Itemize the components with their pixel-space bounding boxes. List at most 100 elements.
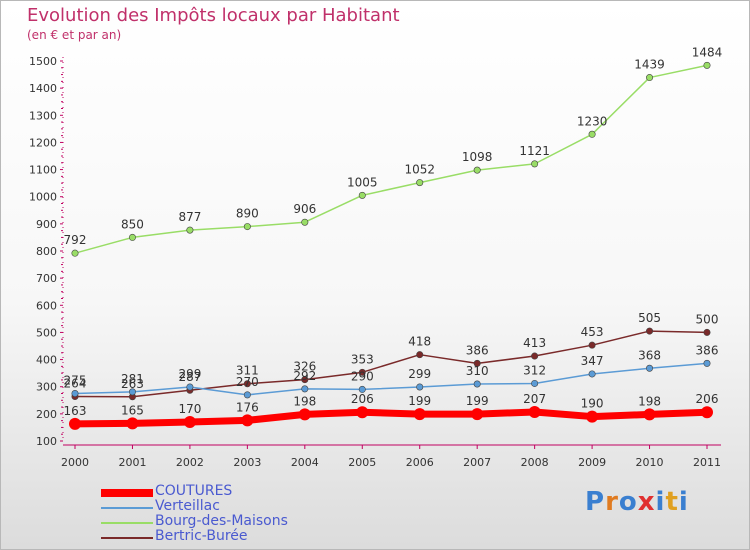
- series-line-bertric-bur-e: [74, 330, 708, 398]
- x-tick-label: 2005: [348, 456, 376, 469]
- x-tick-label: 2000: [61, 456, 89, 469]
- series-line-coutures: [71, 408, 711, 428]
- y-tick-label: 1200: [29, 136, 57, 149]
- y-tick-label: 800: [36, 245, 57, 258]
- data-label: 453: [581, 325, 604, 339]
- data-label: 906: [293, 202, 316, 216]
- data-label: 877: [178, 210, 201, 224]
- data-label: 850: [121, 217, 144, 231]
- x-tick-label: 2008: [521, 456, 549, 469]
- legend-swatch: [101, 507, 153, 509]
- y-tick-label: 700: [36, 272, 57, 285]
- data-point: [703, 61, 711, 69]
- data-point: [471, 408, 484, 421]
- data-point: [703, 328, 711, 336]
- data-label: 1484: [692, 45, 723, 59]
- brand-logo: Proxiti: [585, 487, 689, 517]
- data-label: 1052: [404, 163, 435, 177]
- data-label: 270: [236, 375, 259, 389]
- data-point: [473, 380, 481, 388]
- legend-label: Bertric-Burée: [155, 528, 248, 544]
- x-tick-label: 2001: [118, 456, 146, 469]
- data-label: 1439: [634, 58, 665, 72]
- data-label: 792: [64, 233, 87, 247]
- data-label: 386: [696, 343, 719, 357]
- data-point: [528, 405, 541, 418]
- data-point: [416, 383, 424, 391]
- data-label: 418: [408, 335, 431, 349]
- data-label: 275: [64, 374, 87, 388]
- y-tick-label: 600: [36, 299, 57, 312]
- data-point: [643, 408, 656, 421]
- x-tick-label: 2011: [693, 456, 721, 469]
- y-tick-label: 300: [36, 381, 57, 394]
- legend-swatch: [101, 489, 153, 497]
- chart-title: Evolution des Impôts locaux par Habitant: [27, 5, 400, 26]
- data-point: [186, 383, 194, 391]
- series-line-verteillac: [74, 362, 708, 396]
- data-point: [588, 370, 596, 378]
- data-label: 207: [523, 392, 546, 406]
- y-tick-label: 1400: [29, 82, 57, 95]
- data-label: 386: [466, 343, 489, 357]
- x-tick-label: 2003: [233, 456, 261, 469]
- data-point: [531, 160, 539, 168]
- y-tick-label: 100: [36, 435, 57, 448]
- data-point: [358, 385, 366, 393]
- data-point: [301, 385, 309, 393]
- chart-subtitle: (en € et par an): [27, 28, 122, 42]
- data-point: [298, 408, 311, 421]
- data-label: 347: [581, 354, 604, 368]
- data-label: 198: [293, 394, 316, 408]
- data-label: 413: [523, 336, 546, 350]
- data-label: 165: [121, 403, 144, 417]
- data-label: 190: [581, 397, 604, 411]
- data-label: 299: [408, 367, 431, 381]
- data-point: [531, 379, 539, 387]
- data-label: 206: [351, 392, 374, 406]
- data-point: [413, 408, 426, 421]
- y-tick-label: 200: [36, 408, 57, 421]
- y-tick-label: 400: [36, 354, 57, 367]
- legend-label: Bourg-des-Maisons: [155, 513, 288, 529]
- data-label: 890: [236, 207, 259, 221]
- data-point: [241, 414, 254, 427]
- data-label: 353: [351, 352, 374, 366]
- data-label: 163: [64, 404, 87, 418]
- x-tick-label: 2006: [406, 456, 434, 469]
- data-point: [186, 226, 194, 234]
- data-label: 199: [466, 394, 489, 408]
- data-point: [701, 406, 713, 419]
- y-tick-label: 500: [36, 326, 57, 339]
- data-point: [71, 249, 79, 257]
- x-tick-label: 2010: [636, 456, 664, 469]
- data-label: 505: [638, 311, 661, 325]
- data-point: [69, 417, 81, 430]
- data-label: 206: [696, 392, 719, 406]
- data-point: [416, 351, 424, 359]
- data-point: [243, 391, 251, 399]
- data-point: [646, 364, 654, 372]
- data-point: [646, 327, 654, 335]
- data-label: 170: [178, 402, 201, 416]
- x-tick-label: 2002: [176, 456, 204, 469]
- data-point: [703, 359, 711, 367]
- data-label: 1005: [347, 175, 378, 189]
- y-tick-label: 1000: [29, 191, 57, 204]
- data-label: 1230: [577, 114, 608, 128]
- data-point: [416, 179, 424, 187]
- y-tick-label: 1500: [29, 55, 57, 68]
- data-point: [588, 341, 596, 349]
- data-point: [358, 368, 366, 376]
- data-label: 299: [178, 367, 201, 381]
- x-tick-label: 2004: [291, 456, 319, 469]
- x-tick-label: 2009: [578, 456, 606, 469]
- legend-swatch: [101, 522, 153, 524]
- data-label: 176: [236, 400, 259, 414]
- data-point: [358, 191, 366, 199]
- data-point: [128, 388, 136, 396]
- data-point: [646, 74, 654, 82]
- data-label: 281: [121, 372, 144, 386]
